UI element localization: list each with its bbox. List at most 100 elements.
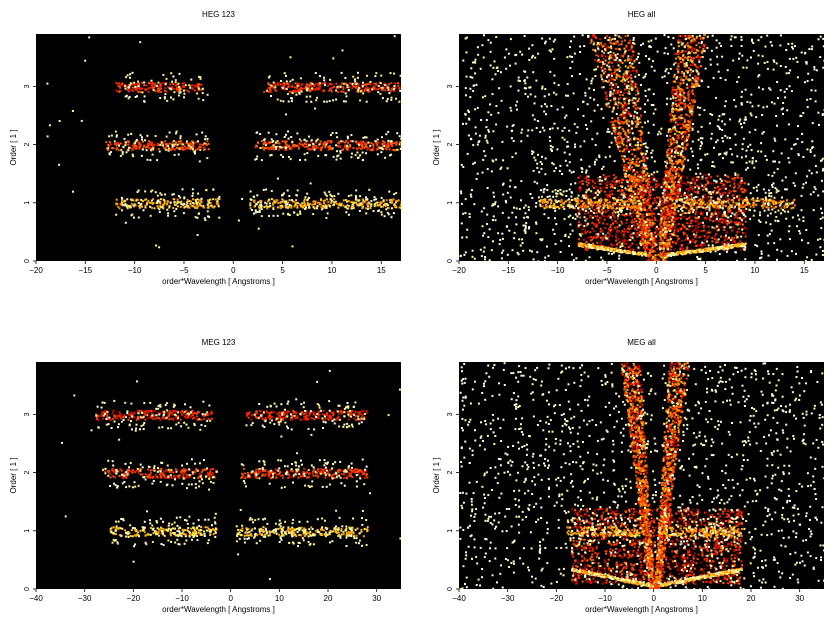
wedge-pixel: [670, 214, 673, 217]
wedge-pixel: [647, 222, 650, 225]
wedge-pixel: [685, 121, 688, 124]
box-pixel: [613, 180, 616, 183]
band-pixel: [303, 198, 306, 201]
box-pixel: [676, 217, 679, 220]
wedge-pixel: [664, 216, 667, 219]
box-pixel: [634, 198, 637, 201]
wedge-pixel: [640, 159, 643, 162]
box-pixel: [593, 187, 595, 189]
box-pixel: [658, 206, 661, 209]
band-pixel: [382, 140, 384, 143]
band-pixel: [164, 87, 167, 90]
band-pixel: [144, 146, 147, 149]
wedge-pixel: [648, 196, 651, 199]
wedge-pixel: [691, 63, 694, 66]
box-pixel: [672, 187, 675, 189]
wedge-pixel: [675, 191, 678, 194]
band-pixel: [284, 146, 287, 149]
band-pixel: [164, 147, 167, 150]
wedge-pixel: [661, 242, 664, 245]
box-pixel: [581, 180, 584, 183]
band-pixel: [181, 82, 184, 85]
band-pixel: [194, 89, 196, 92]
wedge-pixel: [626, 59, 629, 62]
box-pixel: [691, 238, 694, 241]
wedge-pixel: [679, 168, 682, 171]
box-pixel: [621, 213, 624, 216]
wedge-pixel: [637, 106, 640, 109]
band-pixel: [156, 144, 159, 147]
band-pixel: [379, 86, 382, 89]
band-pixel: [174, 79, 177, 82]
band-pixel: [190, 200, 193, 203]
band-pixel: [305, 95, 308, 98]
band-pixel: [333, 203, 336, 206]
band-pixel: [159, 97, 162, 99]
band-pixel: [138, 82, 141, 85]
wedge-pixel: [686, 128, 689, 131]
band-pixel: [143, 144, 146, 147]
box-pixel: [653, 216, 656, 219]
band-pixel: [302, 206, 305, 209]
wedge-pixel: [674, 171, 677, 174]
box-pixel: [679, 200, 682, 202]
box-pixel: [715, 182, 718, 185]
wedge-pixel: [660, 237, 663, 240]
box-pixel: [724, 196, 727, 199]
band-pixel: [306, 83, 308, 86]
box-pixel: [702, 229, 705, 232]
box-pixel: [589, 231, 592, 234]
wedge-pixel: [668, 241, 671, 244]
wedge-pixel: [674, 61, 677, 64]
box-pixel: [726, 241, 729, 244]
band-pixel: [159, 86, 162, 89]
box-pixel: [618, 181, 621, 184]
band-pixel: [322, 207, 325, 209]
band-pixel: [170, 147, 173, 150]
band-pixel: [344, 100, 347, 103]
wedge-pixel: [643, 157, 646, 160]
wedge-pixel: [697, 78, 700, 81]
band-pixel: [362, 140, 365, 143]
band-pixel: [183, 92, 186, 95]
band-pixel: [400, 201, 401, 204]
band-pixel: [140, 198, 143, 201]
wedge-pixel: [630, 187, 633, 190]
wedge-pixel: [628, 65, 631, 68]
wedge-pixel: [650, 260, 653, 261]
speckle-pixel: [164, 193, 166, 196]
box-pixel: [660, 225, 663, 228]
box-pixel: [696, 192, 699, 195]
wedge-pixel: [652, 255, 655, 258]
box-pixel: [744, 226, 746, 229]
band-pixel: [297, 146, 300, 149]
box-pixel: [706, 182, 709, 185]
wedge-pixel: [671, 111, 674, 113]
band-pixel: [255, 203, 258, 206]
wedge-pixel: [608, 83, 611, 86]
band-pixel: [258, 209, 261, 212]
band-pixel: [349, 145, 352, 148]
box-pixel: [696, 244, 699, 247]
band-pixel: [301, 204, 304, 207]
wedge-pixel: [697, 66, 700, 69]
wedge-pixel: [677, 86, 680, 89]
band-pixel: [144, 88, 147, 91]
wedge-pixel: [617, 141, 620, 144]
box-pixel: [729, 205, 732, 208]
box-pixel: [720, 181, 723, 184]
box-pixel: [680, 216, 683, 218]
wedge-pixel: [631, 166, 634, 169]
wedge-pixel: [678, 101, 681, 104]
wedge-pixel: [681, 126, 683, 129]
band-pixel: [126, 86, 129, 89]
band-pixel: [337, 154, 340, 157]
wedge-pixel: [653, 236, 656, 239]
wedge-pixel: [662, 250, 665, 253]
box-pixel: [662, 203, 664, 206]
box-pixel: [694, 191, 697, 193]
wedge-pixel: [668, 226, 671, 229]
wedge-pixel: [670, 165, 673, 168]
band-pixel: [347, 199, 350, 202]
wedge-pixel: [647, 204, 650, 207]
